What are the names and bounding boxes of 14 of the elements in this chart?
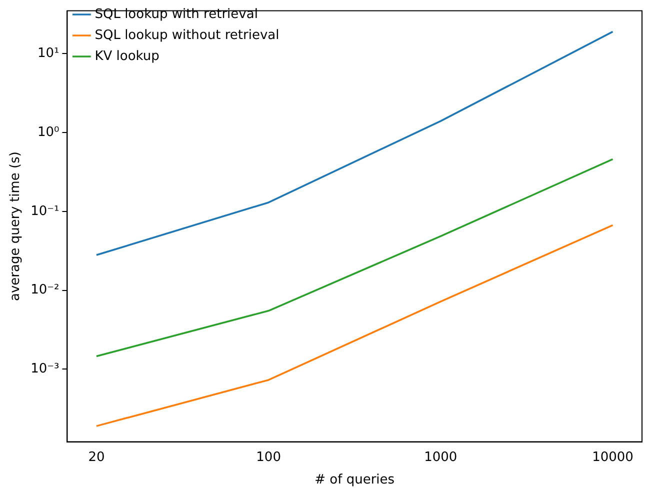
y-tick-label: 10⁰: [37, 124, 60, 140]
y-tick-label: 10¹: [37, 46, 60, 62]
x-axis-title: # of queries: [314, 472, 395, 488]
legend-label: KV lookup: [94, 48, 160, 64]
x-tick-label: 1000: [424, 450, 458, 465]
legend-label: SQL lookup without retrieval: [94, 28, 280, 43]
legend-label: SQL lookup with retrieval: [94, 6, 258, 22]
x-tick-label: 20: [88, 450, 105, 465]
y-axis-title: average query time (s): [8, 152, 24, 302]
x-tick-label: 100: [256, 450, 281, 465]
x-tick-label: 10000: [592, 450, 634, 465]
y-tick-label: 10⁻¹: [30, 204, 60, 219]
y-tick-label: 10⁻³: [30, 362, 60, 377]
y-tick-label: 10⁻²: [30, 282, 60, 298]
